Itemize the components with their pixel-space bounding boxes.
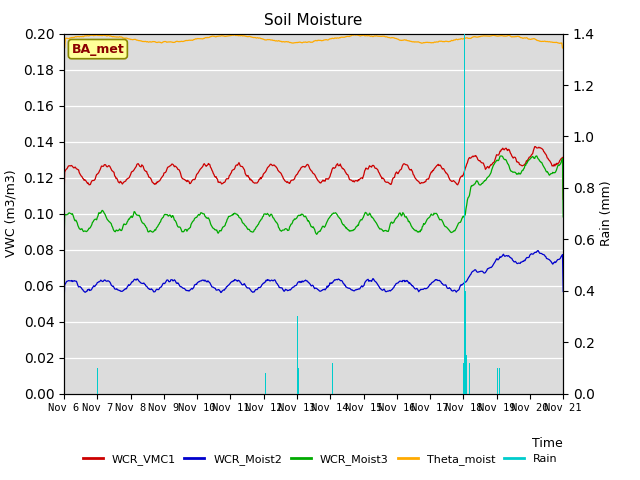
Bar (469, 363, 470, 394)
Bar (265, 373, 266, 394)
Text: Time: Time (532, 437, 563, 450)
Bar (332, 363, 333, 394)
Bar (463, 363, 465, 394)
Bar (464, 34, 465, 394)
Bar (499, 368, 500, 394)
Bar (97, 368, 98, 394)
Bar (298, 368, 299, 394)
Bar (497, 368, 498, 394)
Title: Soil Moisture: Soil Moisture (264, 13, 363, 28)
Bar (333, 368, 335, 394)
Bar (297, 316, 298, 394)
Legend: WCR_VMC1, WCR_Moist2, WCR_Moist3, Theta_moist, Rain: WCR_VMC1, WCR_Moist2, WCR_Moist3, Theta_… (78, 450, 562, 469)
Text: BA_met: BA_met (72, 43, 124, 56)
Y-axis label: VWC (m3/m3): VWC (m3/m3) (5, 170, 18, 257)
Y-axis label: Rain (mm): Rain (mm) (600, 181, 614, 246)
Bar (365, 368, 367, 394)
Bar (465, 291, 466, 394)
